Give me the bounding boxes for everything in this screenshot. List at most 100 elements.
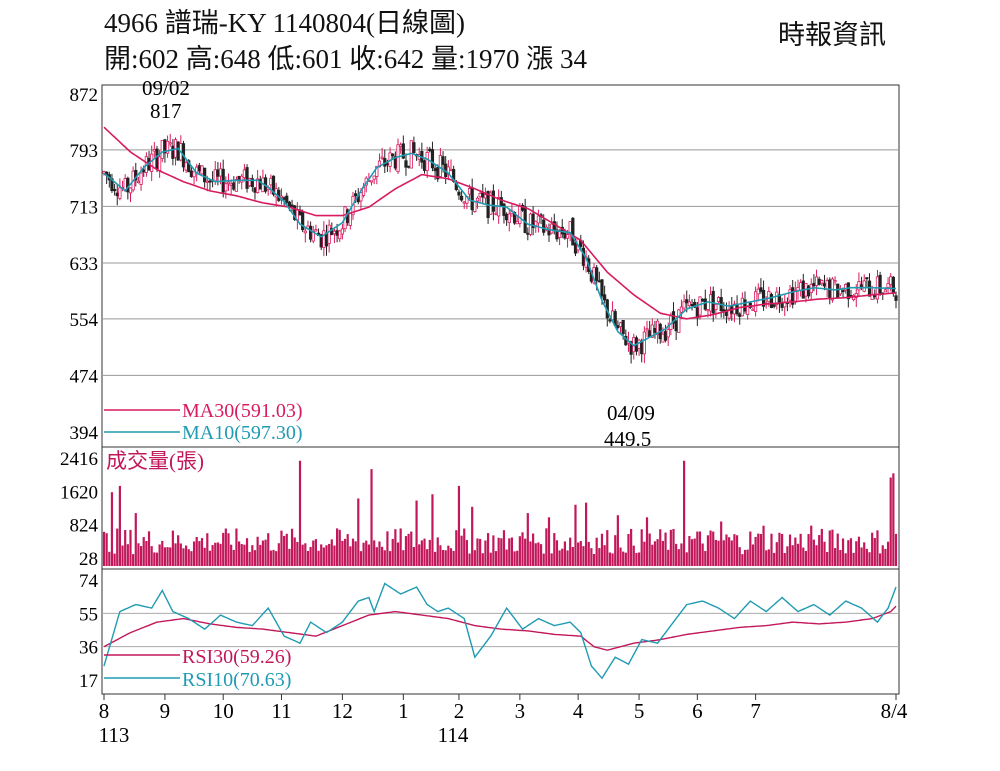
candle-body (531, 213, 535, 229)
candle-body (391, 153, 395, 157)
low-value-label: 449.5 (604, 427, 651, 451)
candle-body (412, 142, 416, 154)
candle-body (309, 225, 313, 240)
volume-bar (198, 541, 201, 566)
volume-bar (775, 542, 778, 566)
volume-bar (171, 530, 174, 566)
volume-bar (293, 537, 296, 566)
candle-body (494, 212, 498, 215)
volume-bar (656, 539, 659, 566)
volume-bar (841, 538, 845, 566)
candle-body (621, 320, 625, 335)
volume-bar (108, 551, 111, 566)
volume-bar (526, 513, 529, 566)
price-tick-label: 713 (70, 197, 99, 218)
volume-bar (879, 553, 882, 566)
volume-bar (116, 528, 119, 566)
x-tick-label: 11 (271, 699, 291, 723)
volume-bar (619, 547, 622, 566)
volume-bar (394, 529, 397, 566)
volume-bar (608, 552, 612, 566)
volume-bar (659, 529, 662, 566)
volume-bar (518, 536, 521, 566)
candle-body (685, 299, 689, 304)
candle-body (115, 192, 119, 197)
volume-bar (267, 533, 270, 566)
candle-body (354, 193, 358, 196)
volume-bar (759, 534, 763, 566)
volume-bar (155, 552, 159, 566)
volume-bar (894, 533, 898, 566)
candle-body (171, 145, 175, 159)
volume-bar (486, 533, 490, 566)
volume-bar (402, 550, 405, 566)
volume-bar (452, 550, 455, 566)
volume-bar (857, 536, 861, 566)
volume-bar (139, 546, 143, 566)
volume-bar (682, 460, 686, 566)
volume-bar (815, 545, 818, 566)
volume-bar (688, 535, 691, 566)
volume-bar (728, 537, 731, 566)
volume-bar (584, 502, 588, 566)
candle-body (142, 169, 146, 173)
candle-body (597, 280, 601, 283)
volume-bar (852, 552, 855, 566)
volume-bar (826, 551, 829, 566)
candle-body (438, 155, 443, 177)
rsi-tick-label: 17 (79, 671, 98, 692)
candle-body (894, 295, 898, 301)
candle-body (886, 283, 890, 288)
candle-body (226, 181, 231, 185)
candle-body (168, 142, 172, 145)
volume-bar (272, 549, 275, 566)
volume-bar (788, 534, 792, 566)
volume-bar (725, 534, 728, 566)
candle-body (518, 206, 522, 224)
volume-bar (685, 552, 688, 566)
volume-bar (317, 550, 320, 566)
volume-bar (653, 541, 657, 566)
volume-bar (145, 540, 148, 566)
candle-body (332, 230, 337, 235)
candle-body (769, 294, 774, 308)
volume-bar (150, 546, 153, 566)
volume-bar (335, 528, 339, 566)
candle-body (833, 280, 837, 283)
candle-body (512, 212, 517, 224)
volume-bar (479, 538, 482, 566)
candle-body (698, 296, 702, 316)
volume-bar (407, 533, 410, 566)
volume-bar (865, 548, 868, 566)
volume-bar (738, 547, 741, 566)
volume-bar (325, 545, 328, 566)
volume-bar (600, 533, 604, 566)
volume-bar (754, 536, 757, 566)
candle-body (772, 304, 776, 307)
volume-bar (296, 541, 299, 566)
volume-bar (616, 515, 619, 566)
volume-bar (216, 542, 219, 566)
volume-bar (751, 544, 755, 566)
candle-body (234, 179, 239, 192)
volume-bar (884, 548, 887, 566)
price-tick-label: 872 (70, 85, 99, 106)
volume-bar (163, 547, 167, 566)
volume-bar (743, 549, 747, 566)
candle-body (449, 168, 453, 171)
candle-body (208, 180, 212, 183)
volume-bar (558, 550, 561, 566)
candle-body (714, 304, 718, 311)
volume-bar (457, 485, 461, 566)
volume-bar (240, 544, 243, 566)
volume-bar (632, 545, 635, 566)
volume-bar (783, 553, 786, 566)
volume-bar (431, 494, 434, 566)
volume-bar (664, 532, 667, 566)
volume-bar (810, 525, 813, 566)
volume-bar (741, 554, 744, 566)
volume-bar (132, 554, 135, 566)
volume-bar (484, 540, 487, 566)
volume-bar (892, 473, 895, 566)
candle-body (380, 156, 384, 159)
